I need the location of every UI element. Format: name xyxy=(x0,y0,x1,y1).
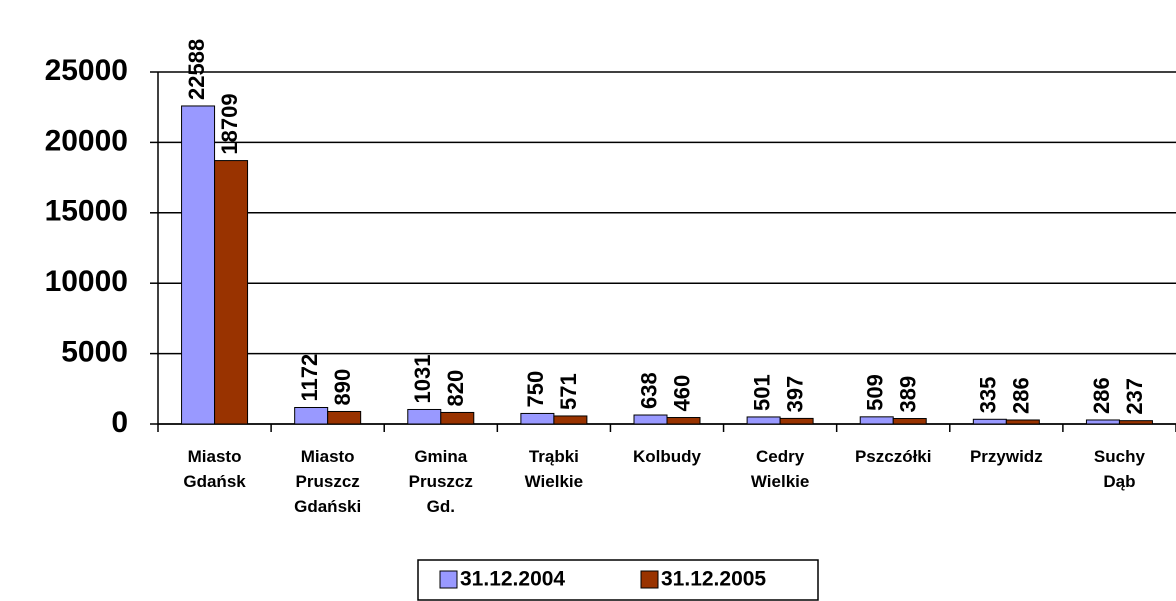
bar xyxy=(520,412,555,425)
bar xyxy=(1085,419,1120,425)
y-tick-label: 25000 xyxy=(45,54,128,87)
y-tick-label: 10000 xyxy=(45,265,128,298)
bar xyxy=(859,416,894,425)
y-tick-label: 5000 xyxy=(61,336,128,369)
value-label: 286 xyxy=(1009,377,1034,414)
bar xyxy=(294,406,329,425)
bar xyxy=(779,417,814,425)
bar xyxy=(666,417,701,425)
legend-swatch xyxy=(640,570,659,589)
x-tick-label: Miasto Pruszcz Gdański xyxy=(294,447,362,516)
value-label: 397 xyxy=(782,376,807,413)
bar xyxy=(553,415,588,425)
value-label: 750 xyxy=(523,371,548,408)
value-label: 571 xyxy=(556,373,581,410)
legend-label: 31.12.2005 xyxy=(661,568,766,591)
value-label: 820 xyxy=(443,370,468,407)
legend-box xyxy=(417,559,819,601)
bar xyxy=(1005,419,1040,425)
x-tick-label: Cedry Wielkie xyxy=(750,447,810,491)
value-label: 1031 xyxy=(410,355,435,404)
bar xyxy=(633,414,668,425)
bar xyxy=(1118,420,1153,425)
bar xyxy=(440,411,475,425)
x-tick-label: Suchy Dąb xyxy=(1093,447,1145,491)
bar xyxy=(181,105,216,425)
value-label: 286 xyxy=(1089,377,1114,414)
value-label: 335 xyxy=(976,377,1001,414)
value-label: 18709 xyxy=(217,93,242,154)
bar xyxy=(214,160,249,425)
value-label: 501 xyxy=(749,374,774,411)
bar xyxy=(892,418,927,425)
x-tick-label: Kolbudy xyxy=(633,447,701,466)
bar xyxy=(407,408,442,425)
y-tick-label: 0 xyxy=(111,406,128,439)
bar xyxy=(746,416,781,425)
value-label: 460 xyxy=(669,375,694,412)
value-label: 1172 xyxy=(297,354,322,402)
x-tick-label: Przywidz xyxy=(969,447,1043,466)
x-tick-label: Trąbki Wielkie xyxy=(524,447,584,491)
value-label: 237 xyxy=(1122,378,1147,415)
x-tick-label: Miasto Gdańsk xyxy=(183,447,246,491)
x-tick-label: Pszczółki xyxy=(854,447,932,466)
value-label: 509 xyxy=(863,374,888,411)
y-tick-label: 15000 xyxy=(45,195,128,228)
x-tick-label: Gmina Pruszcz Gd. xyxy=(408,447,473,516)
legend-swatch xyxy=(439,570,458,589)
value-label: 890 xyxy=(330,369,355,406)
bar xyxy=(972,418,1007,425)
value-label: 22588 xyxy=(184,39,209,100)
value-label: 638 xyxy=(636,372,661,409)
y-tick-label: 20000 xyxy=(45,124,128,157)
value-label: 389 xyxy=(896,376,921,413)
bar xyxy=(327,410,362,425)
legend-label: 31.12.2004 xyxy=(460,568,565,591)
